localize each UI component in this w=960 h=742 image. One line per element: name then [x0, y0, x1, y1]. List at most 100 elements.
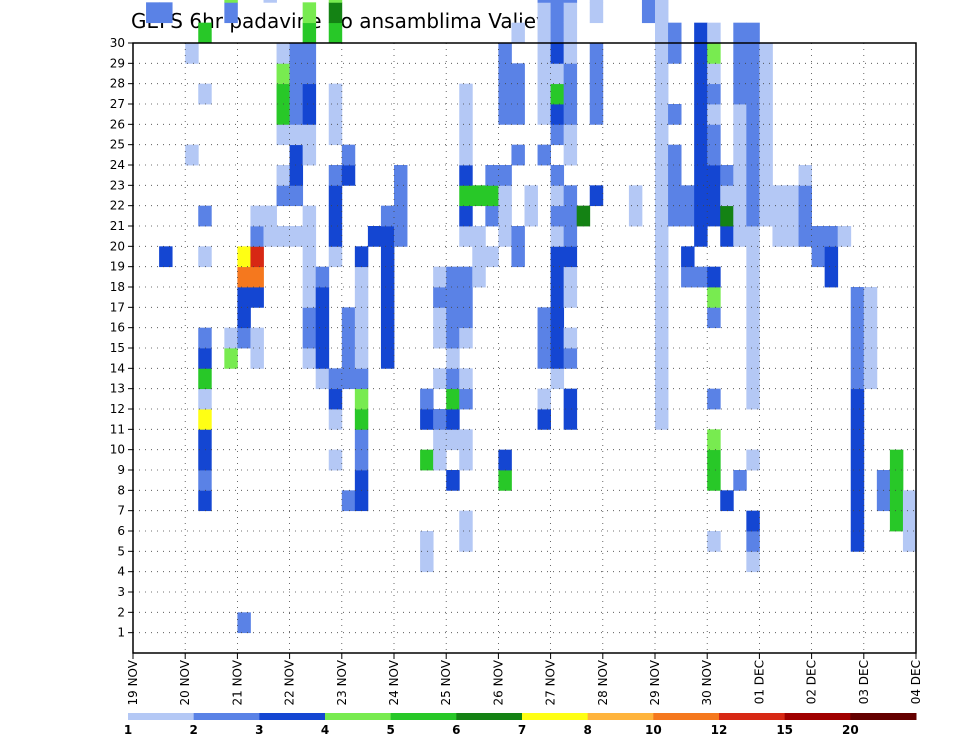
heatmap-cell: [498, 470, 512, 491]
heatmap-cell: [655, 144, 669, 166]
heatmap-cell: [446, 429, 460, 451]
heatmap-cell: [694, 165, 708, 186]
heatmap-cell: [850, 490, 865, 512]
heatmap-cell: [589, 63, 604, 85]
heatmap-cell: [589, 43, 604, 64]
heatmap-cell: [198, 246, 212, 268]
heatmap-cell: [472, 246, 486, 268]
heatmap-cell: [589, 0, 604, 3]
heatmap-cell: [459, 165, 473, 186]
heatmap-cell: [850, 409, 865, 430]
heatmap-cell: [694, 185, 708, 207]
heatmap-cell: [498, 449, 512, 471]
heatmap-cell: [824, 226, 839, 247]
chart-title: GEFS 6hr padavine po ansamblima Valjevo: [131, 9, 560, 33]
heatmap-cell: [746, 43, 760, 64]
heatmap-cell: [902, 510, 917, 532]
colorbar-label: 7: [518, 723, 526, 737]
heatmap-cell: [276, 165, 290, 186]
heatmap-cell: [446, 327, 460, 349]
x-tick-label: 27 NOV: [544, 659, 558, 705]
heatmap-cell: [811, 246, 826, 268]
heatmap-cell: [341, 144, 356, 166]
heatmap-cell: [550, 185, 565, 207]
heatmap-cell: [250, 226, 264, 247]
heatmap-cell: [498, 83, 512, 105]
heatmap-cell: [563, 185, 578, 207]
heatmap-cell: [707, 144, 721, 166]
colorbar-segment: [390, 713, 457, 720]
heatmap-cell: [354, 348, 369, 369]
heatmap-cell: [655, 2, 669, 24]
heatmap-cell: [746, 307, 760, 329]
y-tick-label: 27: [110, 97, 125, 111]
heatmap-cell: [420, 409, 434, 430]
heatmap-cell: [746, 388, 760, 410]
heatmap-cell: [655, 0, 669, 3]
heatmap-cell: [302, 327, 317, 349]
heatmap-cell: [302, 43, 317, 64]
heatmap-cell: [655, 327, 669, 349]
heatmap-cell: [315, 287, 330, 308]
heatmap-cell: [550, 246, 565, 268]
y-tick-label: 21: [110, 219, 125, 233]
heatmap-cell: [459, 429, 473, 451]
heatmap-cell: [733, 124, 747, 146]
y-tick-label: 7: [117, 504, 125, 518]
heatmap-cell: [198, 22, 212, 44]
heatmap-cell: [707, 205, 721, 227]
heatmap-cell: [250, 327, 264, 349]
heatmap-cell: [159, 246, 173, 268]
heatmap-cell: [550, 83, 565, 105]
heatmap-cell: [681, 266, 695, 288]
heatmap-cell: [746, 185, 760, 207]
heatmap-cell: [550, 22, 565, 44]
heatmap-cell: [433, 266, 447, 288]
heatmap-cell: [876, 490, 891, 512]
heatmap-cell: [302, 2, 317, 24]
heatmap-cell: [550, 43, 565, 64]
heatmap-cell: [550, 63, 565, 85]
heatmap-cell: [863, 368, 878, 390]
heatmap-cell: [563, 266, 578, 288]
heatmap-cell: [824, 246, 839, 268]
heatmap-cell: [537, 2, 551, 24]
heatmap-cell: [446, 409, 460, 430]
heatmap-cell: [694, 43, 708, 64]
heatmap-cell: [498, 165, 512, 186]
y-tick-label: 29: [110, 56, 125, 70]
y-tick-label: 10: [110, 443, 125, 457]
heatmap-cell: [459, 104, 473, 125]
heatmap-cell: [668, 104, 682, 125]
y-tick-label: 8: [117, 483, 125, 497]
heatmap-cell: [237, 246, 251, 268]
heatmap-cell: [746, 348, 760, 369]
heatmap-cell: [394, 185, 408, 207]
heatmap-cell: [850, 348, 865, 369]
heatmap-cell: [759, 63, 773, 85]
heatmap-cell: [733, 83, 747, 105]
heatmap-cell: [302, 124, 317, 146]
heatmap-cell: [707, 104, 721, 125]
heatmap-cell: [354, 307, 369, 329]
heatmap-cell: [707, 266, 721, 288]
y-tick-label: 14: [110, 361, 125, 375]
heatmap-cell: [433, 307, 447, 329]
heatmap-cell: [380, 287, 395, 308]
heatmap-cell: [550, 165, 565, 186]
heatmap-cell: [498, 63, 512, 85]
heatmap-cell: [694, 63, 708, 85]
heatmap-cell: [746, 327, 760, 349]
heatmap-cell: [302, 226, 317, 247]
y-tick-label: 4: [117, 565, 125, 579]
heatmap-cell: [511, 104, 525, 125]
colorbar-segment: [456, 713, 523, 720]
heatmap-cell: [668, 43, 682, 64]
heatmap-cell: [250, 287, 264, 308]
heatmap-cell: [746, 531, 760, 552]
heatmap-cell: [746, 83, 760, 105]
heatmap-cell: [446, 470, 460, 491]
heatmap-cell: [850, 470, 865, 491]
heatmap-cell: [237, 327, 251, 349]
heatmap-cell: [459, 124, 473, 146]
